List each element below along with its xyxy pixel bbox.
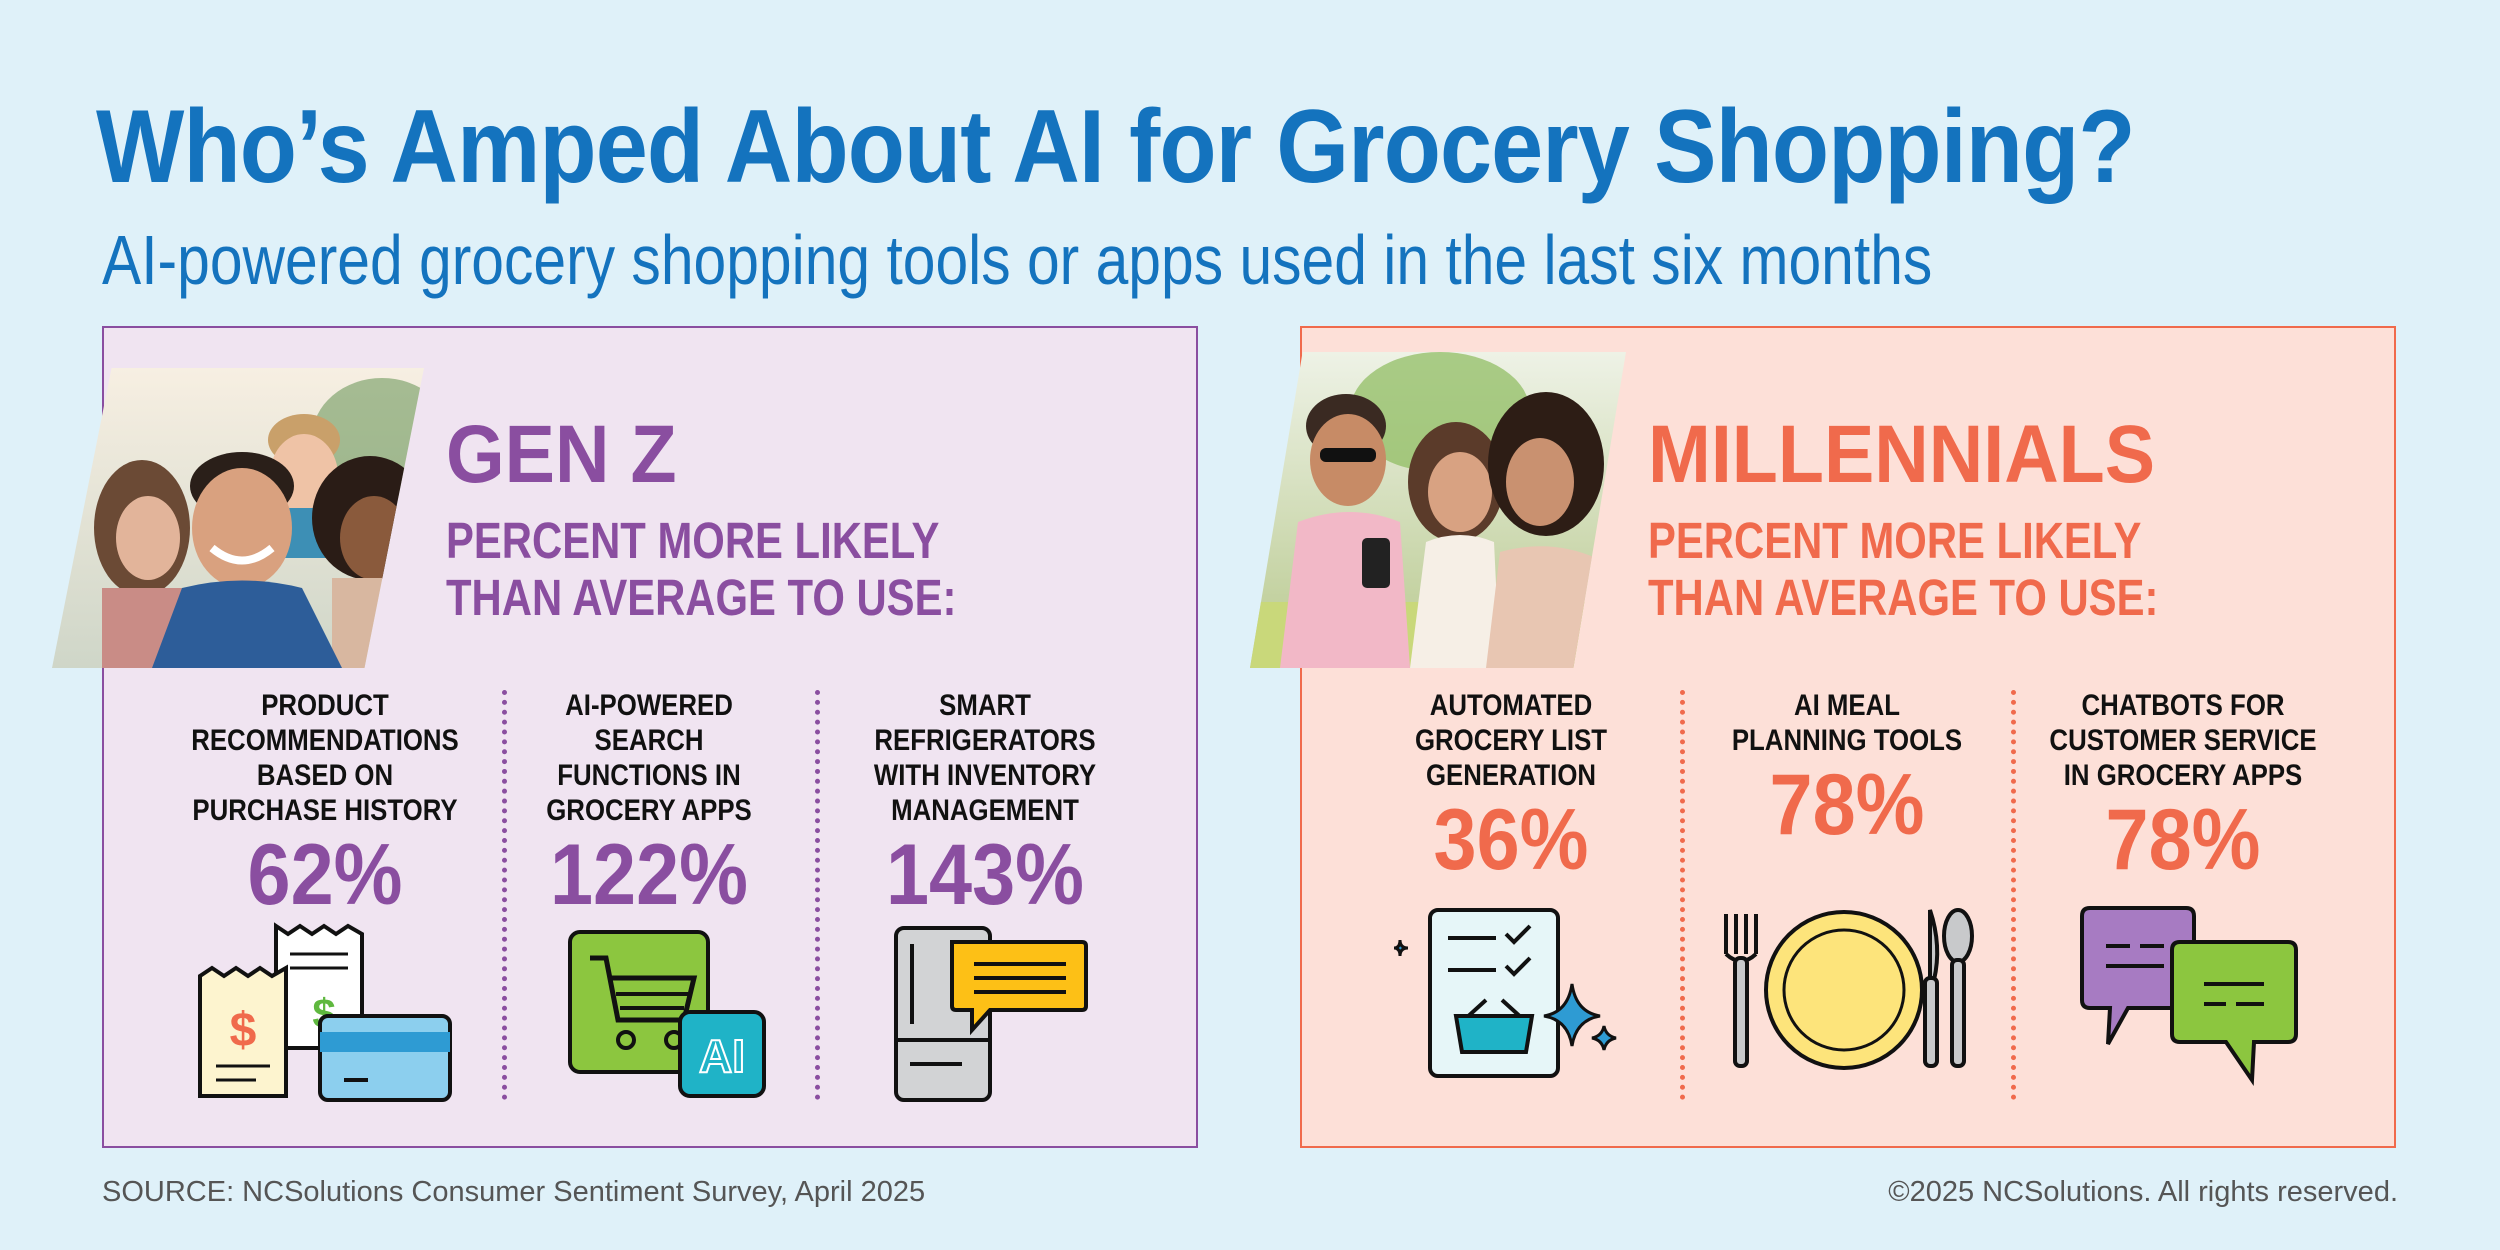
chat-bubbles-icon <box>2080 906 2298 1086</box>
divider <box>2011 690 2016 1100</box>
stat-label: PRODUCT RECOMMENDATIONS BASED ON PURCHAS… <box>191 689 459 827</box>
millennials-stat-chatbots: CHATBOTS FOR CUSTOMER SERVICE IN GROCERY… <box>2018 688 2348 885</box>
genz-stat-smart-refrigerators: SMART REFRIGERATORS WITH INVENTORY MANAG… <box>820 688 1150 920</box>
dollar-sign: $ <box>230 1004 257 1057</box>
checklist-basket-icon <box>1393 908 1617 1078</box>
stat-value: 62% <box>247 827 403 923</box>
stat-label: AI-POWERED SEARCH FUNCTIONS IN GROCERY A… <box>546 689 752 827</box>
stat-label: CHATBOTS FOR CUSTOMER SERVICE IN GROCERY… <box>2049 689 2317 792</box>
shopping-cart-ai-icon: AI <box>568 930 766 1098</box>
plate-and-cutlery-icon <box>1724 908 1974 1070</box>
genz-desc-line1: PERCENT MORE LIKELY <box>446 512 940 569</box>
page-subtitle: AI-powered grocery shopping tools or app… <box>102 221 1933 299</box>
stat-value: 78% <box>1769 757 1925 853</box>
stat-label: SMART REFRIGERATORS WITH INVENTORY MANAG… <box>873 689 1097 827</box>
stat-value: 122% <box>550 827 748 923</box>
genz-stat-ai-search: AI-POWERED SEARCH FUNCTIONS IN GROCERY A… <box>484 688 814 920</box>
stat-value: 78% <box>2105 792 2261 888</box>
refrigerator-chat-icon <box>894 926 1088 1102</box>
divider <box>502 690 507 1100</box>
stat-value: 36% <box>1433 792 1589 888</box>
genz-heading: GEN Z <box>446 409 677 500</box>
divider <box>1680 690 1685 1100</box>
receipts-and-card-icon: $ $ <box>198 922 452 1102</box>
millennials-stat-meal-planning: AI MEAL PLANNING TOOLS 78% <box>1682 688 2012 850</box>
millennials-group-photo <box>1250 352 1626 668</box>
millennials-stat-grocery-list: AUTOMATED GROCERY LIST GENERATION 36% <box>1346 688 1676 885</box>
stat-label: AUTOMATED GROCERY LIST GENERATION <box>1414 689 1608 792</box>
genz-group-photo <box>52 368 424 668</box>
stat-label: AI MEAL PLANNING TOOLS <box>1731 689 1963 757</box>
source-note: SOURCE: NCSolutions Consumer Sentiment S… <box>102 1176 926 1208</box>
millennials-desc-line1: PERCENT MORE LIKELY <box>1648 512 2142 569</box>
page-title: Who’s Amped About AI for Grocery Shoppin… <box>96 89 2136 205</box>
ai-badge-text: AI <box>699 1030 745 1082</box>
millennials-heading: MILLENNIALS <box>1648 409 2156 500</box>
divider <box>815 690 820 1100</box>
copyright-note: ©2025 NCSolutions. All rights reserved. <box>1888 1176 2398 1208</box>
millennials-desc-line2: THAN AVERAGE TO USE: <box>1648 569 2159 626</box>
genz-desc-line2: THAN AVERAGE TO USE: <box>446 569 957 626</box>
stat-value: 143% <box>886 827 1084 923</box>
genz-stat-product-recommendations: PRODUCT RECOMMENDATIONS BASED ON PURCHAS… <box>160 688 490 920</box>
